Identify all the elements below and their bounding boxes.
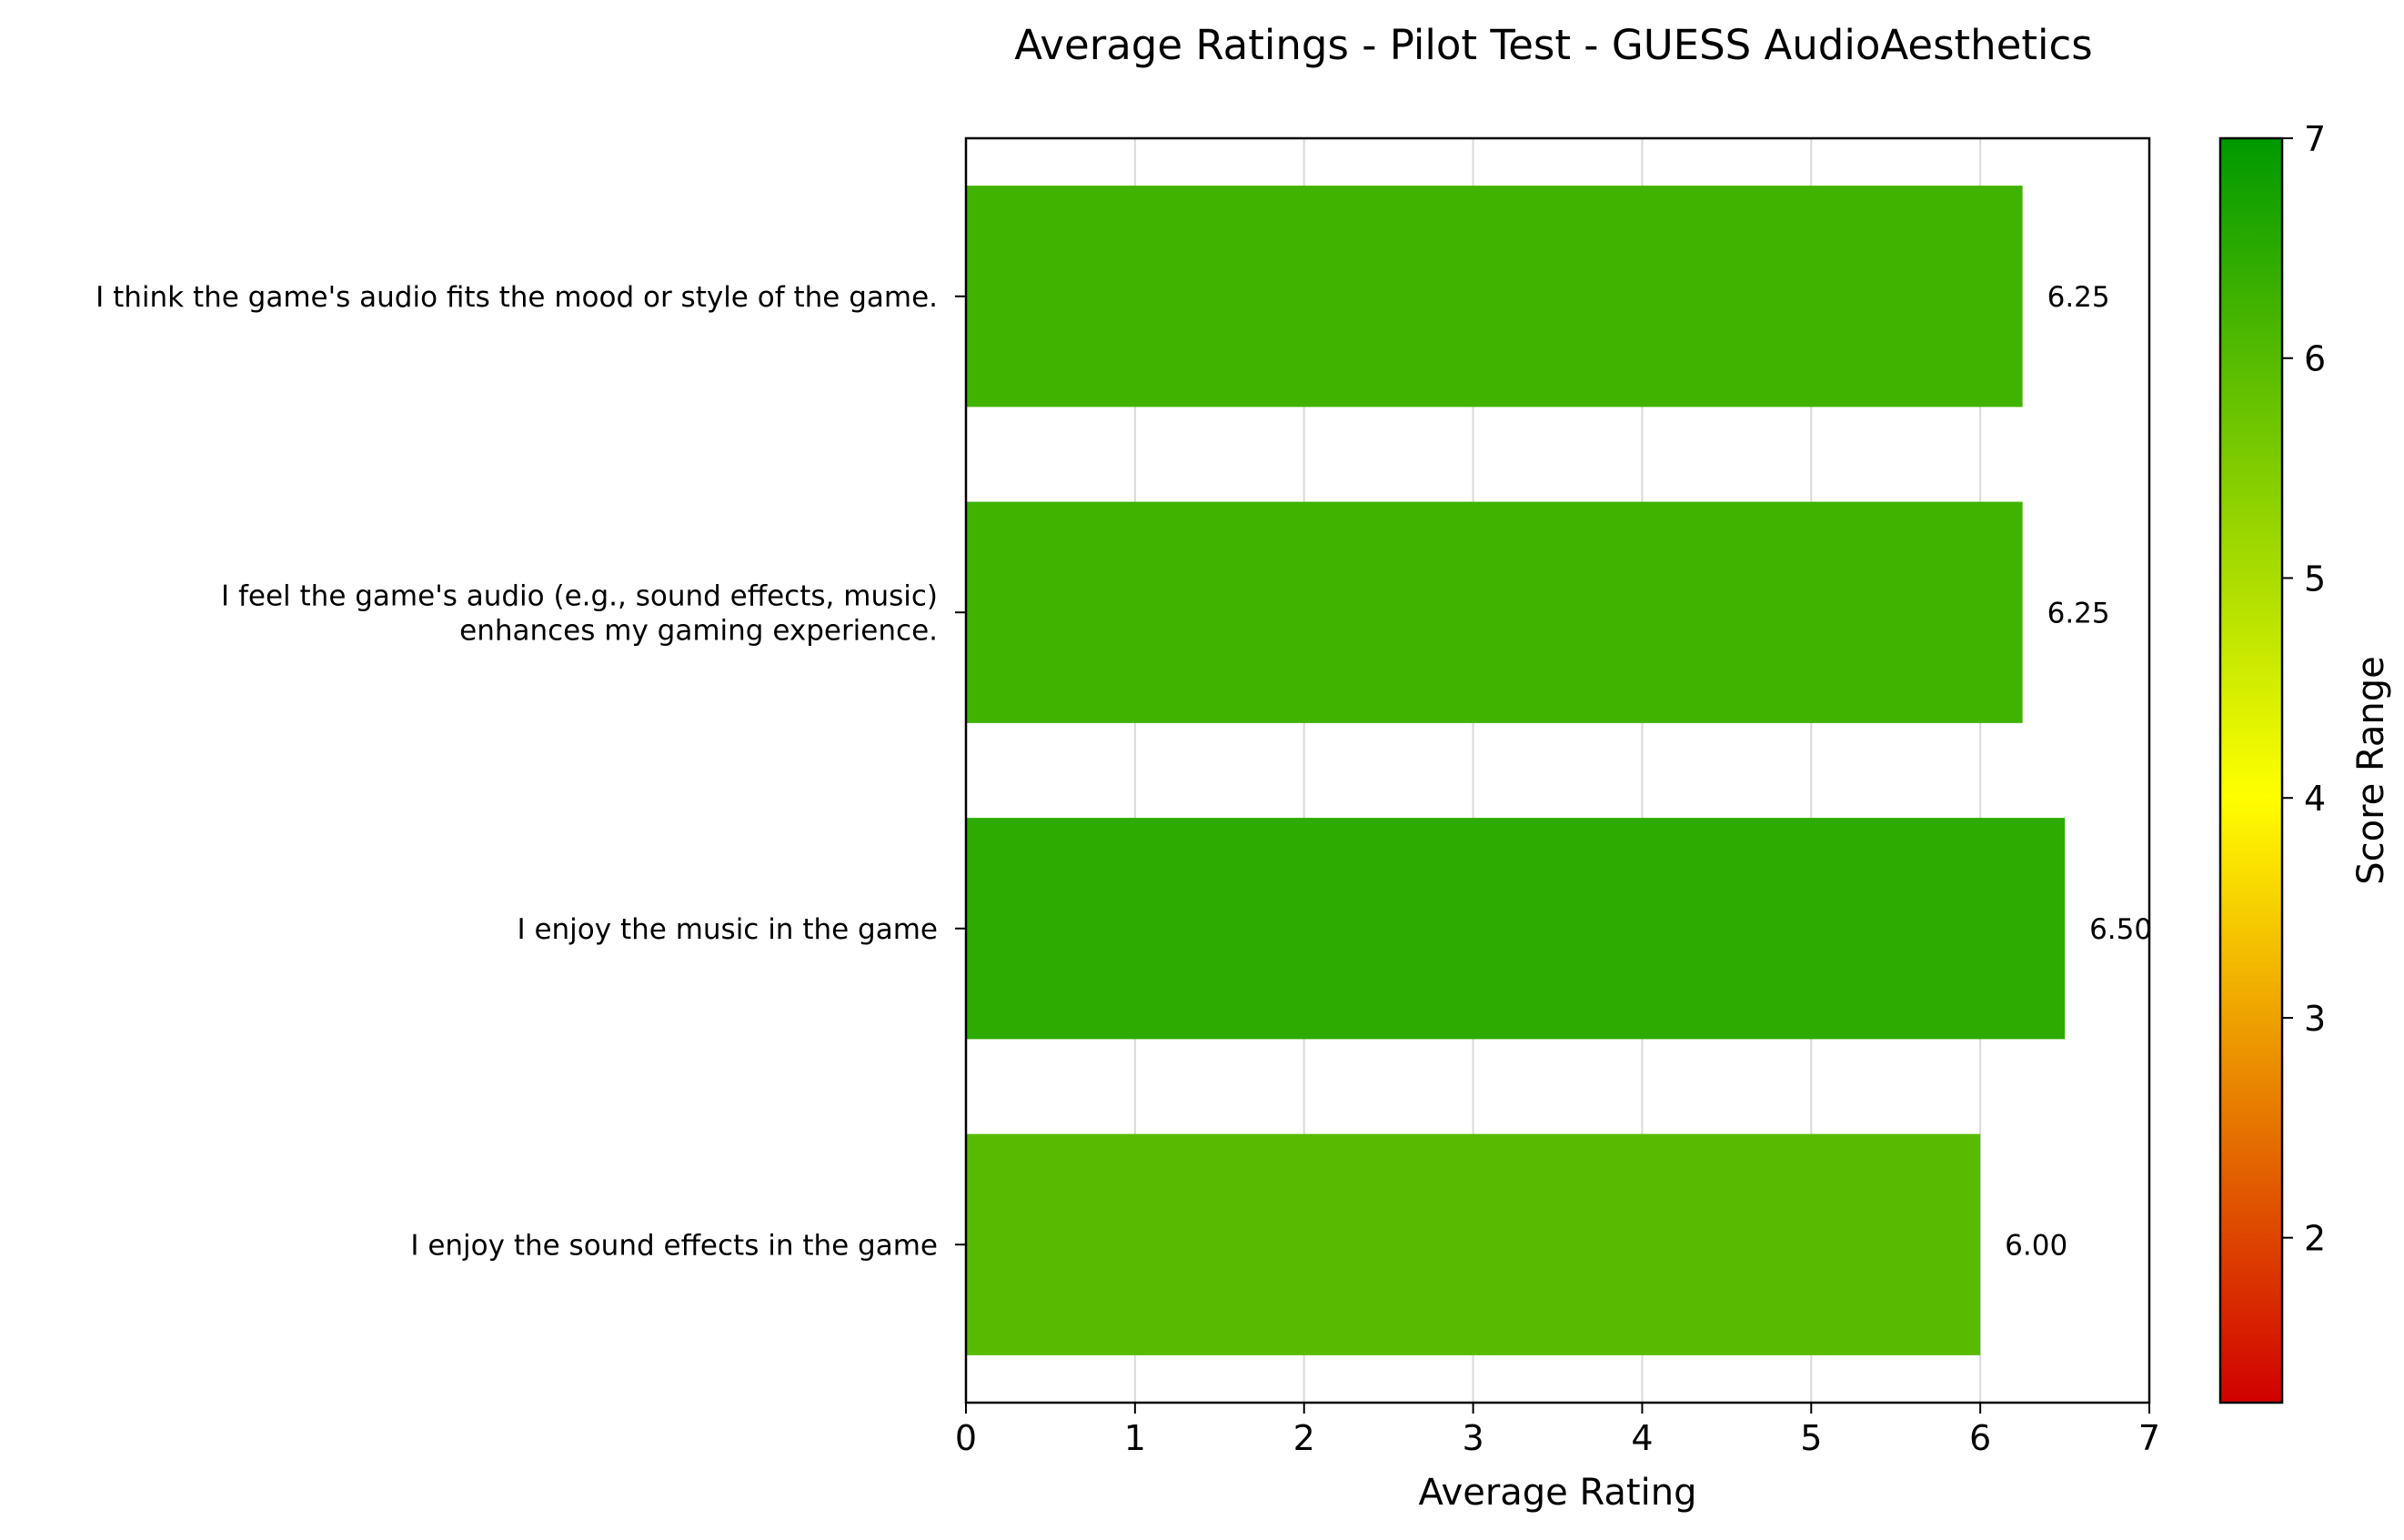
- bar: [966, 501, 2023, 723]
- x-tick-label: 4: [1631, 1418, 1653, 1458]
- bar-value-label: 6.25: [2047, 281, 2110, 314]
- colorbar-label: Score Range: [2350, 656, 2392, 885]
- category-label: I think the game's audio fits the mood o…: [96, 281, 938, 314]
- x-tick-label: 3: [1462, 1418, 1484, 1458]
- bar: [966, 818, 2066, 1040]
- chart-title: Average Ratings - Pilot Test - GUESS Aud…: [1014, 21, 2092, 69]
- x-tick-label: 2: [1293, 1418, 1315, 1458]
- colorbar-tick-label: 6: [2304, 339, 2326, 379]
- x-axis-label: Average Rating: [1419, 1472, 1697, 1514]
- category-label: I feel the game's audio (e.g., sound eff…: [221, 579, 938, 612]
- category-label: I enjoy the sound effects in the game: [410, 1229, 938, 1262]
- x-tick-label: 1: [1124, 1418, 1146, 1458]
- colorbar-gradient: [2218, 136, 2284, 1404]
- x-tick-label: 6: [1969, 1418, 1991, 1458]
- bar-value-label: 6.50: [2089, 913, 2152, 946]
- colorbar-tick-label: 7: [2304, 119, 2326, 159]
- colorbar-tick-label: 4: [2304, 779, 2326, 819]
- bar: [966, 186, 2023, 408]
- colorbar-tick-label: 5: [2304, 559, 2326, 599]
- colorbar-tick-label: 3: [2304, 999, 2326, 1039]
- x-tick-label: 0: [955, 1418, 977, 1458]
- colorbar-tick-label: 2: [2304, 1219, 2326, 1259]
- plot-frame: [964, 136, 2151, 1404]
- bar-value-label: 6.00: [2005, 1229, 2067, 1262]
- x-tick-label: 7: [2138, 1418, 2160, 1458]
- bar-value-label: 6.25: [2047, 597, 2110, 629]
- x-tick-label: 5: [1800, 1418, 1822, 1458]
- category-label: I enjoy the music in the game: [517, 913, 938, 946]
- category-label: enhances my gaming experience.: [459, 614, 938, 647]
- bar: [966, 1133, 1981, 1355]
